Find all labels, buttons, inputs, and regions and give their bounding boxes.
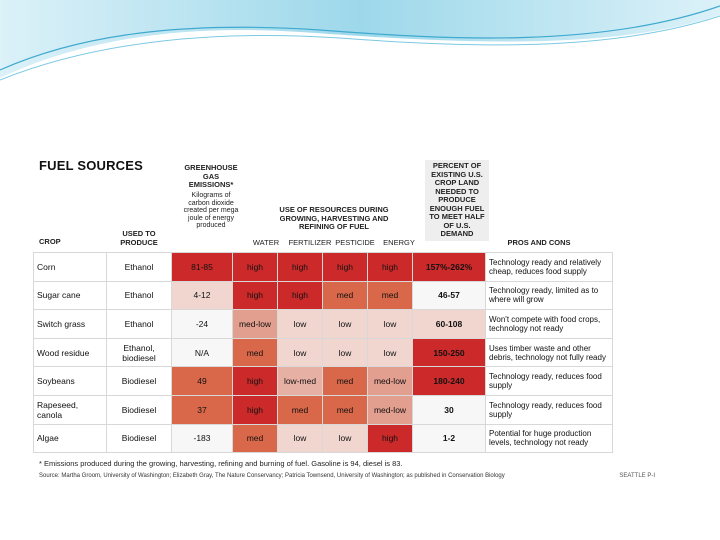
table-row: Rapeseed, canola Biodiesel 37 high med med med… bbox=[33, 394, 613, 425]
cell-pros-cons: Technology ready, reduces food supply bbox=[485, 394, 613, 425]
cell-pros-cons: Potential for huge production levels, te… bbox=[485, 423, 613, 454]
source-line: Source: Martha Groom, University of Wash… bbox=[39, 473, 505, 479]
cell-percent: 157%-262% bbox=[412, 252, 486, 282]
cell-percent: 1-2 bbox=[412, 423, 486, 454]
cell-energy: low bbox=[367, 337, 413, 368]
cell-pros-cons: Uses timber waste and other debris, tech… bbox=[485, 337, 613, 368]
table-row: Algae Biodiesel -183 med low low high 1-2 Potent… bbox=[33, 423, 613, 454]
header-water: WATER bbox=[252, 238, 280, 247]
credit-line: SEATTLE P-I bbox=[619, 473, 655, 479]
cell-water: med bbox=[232, 423, 278, 454]
table-row: Soybeans Biodiesel 49 high low-med med med-low… bbox=[33, 366, 613, 396]
cell-used: Ethanol bbox=[106, 252, 172, 282]
cell-percent: 46-57 bbox=[412, 280, 486, 311]
cell-ghg: -183 bbox=[171, 423, 233, 454]
cell-percent: 30 bbox=[412, 394, 486, 425]
header-ghg: GREENHOUSE GAS EMISSIONS* bbox=[184, 163, 238, 189]
header-percent: PERCENT OF EXISTING U.S. CROP LAND NEEDE… bbox=[425, 160, 489, 241]
cell-pesticide: med bbox=[322, 394, 368, 425]
cell-used: Biodiesel bbox=[106, 394, 172, 425]
table-row: Switch grass Ethanol -24 med-low low low low 60… bbox=[33, 309, 613, 339]
cell-crop: Sugar cane bbox=[33, 280, 107, 311]
header-used-to-produce: USED TO PRODUCE bbox=[120, 229, 158, 247]
chart-title: FUEL SOURCES bbox=[39, 158, 144, 173]
cell-pros-cons: Technology ready, reduces food supply bbox=[485, 366, 613, 396]
cell-energy: med-low bbox=[367, 366, 413, 396]
header-swoosh-decoration bbox=[0, 0, 720, 81]
cell-water: high bbox=[232, 280, 278, 311]
cell-pesticide: high bbox=[322, 252, 368, 282]
cell-water: med-low bbox=[232, 309, 278, 339]
cell-used: Ethanol bbox=[106, 309, 172, 339]
cell-fertilizer: high bbox=[277, 252, 323, 282]
cell-pesticide: med bbox=[322, 366, 368, 396]
cell-pesticide: low bbox=[322, 309, 368, 339]
cell-energy: high bbox=[367, 423, 413, 454]
cell-crop: Soybeans bbox=[33, 366, 107, 396]
cell-pros-cons: Technology ready, limited as to where wi… bbox=[485, 280, 613, 311]
header-pros-cons: PROS AND CONS bbox=[507, 238, 571, 247]
cell-ghg: 49 bbox=[171, 366, 233, 396]
cell-ghg: -24 bbox=[171, 309, 233, 339]
cell-used: Ethanol bbox=[106, 280, 172, 311]
cell-pros-cons: Won't compete with food crops, technolog… bbox=[485, 309, 613, 339]
header-crop: CROP bbox=[39, 237, 61, 246]
cell-used: Biodiesel bbox=[106, 366, 172, 396]
cell-crop: Corn bbox=[33, 252, 107, 282]
cell-water: high bbox=[232, 252, 278, 282]
cell-ghg: 4-12 bbox=[171, 280, 233, 311]
cell-fertilizer: low bbox=[277, 309, 323, 339]
cell-crop: Algae bbox=[33, 423, 107, 454]
cell-energy: low bbox=[367, 309, 413, 339]
cell-crop: Rapeseed, canola bbox=[33, 394, 107, 425]
cell-pesticide: low bbox=[322, 337, 368, 368]
cell-percent: 150-250 bbox=[412, 337, 486, 368]
cell-energy: med-low bbox=[367, 394, 413, 425]
header-resources: USE OF RESOURCES DURING GROWING, HARVEST… bbox=[279, 205, 389, 231]
cell-ghg: 37 bbox=[171, 394, 233, 425]
header-fertilizer: FERTILIZER bbox=[288, 238, 332, 247]
header-ghg-subtitle: Kilograms of carbon dioxide created per … bbox=[183, 192, 239, 229]
cell-fertilizer: low-med bbox=[277, 366, 323, 396]
cell-pros-cons: Technology ready and relatively cheap, r… bbox=[485, 252, 613, 282]
cell-water: high bbox=[232, 366, 278, 396]
table-row: Corn Ethanol 81-85 high high high high 157%-262… bbox=[33, 252, 613, 282]
cell-used: Biodiesel bbox=[106, 423, 172, 454]
cell-percent: 180-240 bbox=[412, 366, 486, 396]
cell-water: med bbox=[232, 337, 278, 368]
cell-energy: med bbox=[367, 280, 413, 311]
cell-water: high bbox=[232, 394, 278, 425]
header-pesticide: PESTICIDE bbox=[335, 238, 375, 247]
cell-ghg: 81-85 bbox=[171, 252, 233, 282]
cell-crop: Wood residue bbox=[33, 337, 107, 368]
header-energy: ENERGY bbox=[383, 238, 415, 247]
footnote: * Emissions produced during the growing,… bbox=[39, 459, 403, 468]
cell-fertilizer: low bbox=[277, 337, 323, 368]
cell-fertilizer: low bbox=[277, 423, 323, 454]
cell-ghg: N/A bbox=[171, 337, 233, 368]
cell-used: Ethanol, biodiesel bbox=[106, 337, 172, 368]
cell-crop: Switch grass bbox=[33, 309, 107, 339]
fuel-table: Corn Ethanol 81-85 high high high high 157%-262… bbox=[33, 252, 613, 454]
cell-fertilizer: med bbox=[277, 394, 323, 425]
cell-energy: high bbox=[367, 252, 413, 282]
cell-pesticide: low bbox=[322, 423, 368, 454]
cell-fertilizer: high bbox=[277, 280, 323, 311]
cell-percent: 60-108 bbox=[412, 309, 486, 339]
cell-pesticide: med bbox=[322, 280, 368, 311]
table-row: Sugar cane Ethanol 4-12 high high med med 46-57… bbox=[33, 280, 613, 311]
fuel-sources-chart: FUEL SOURCES CROP USED TO PRODUCE GREENH… bbox=[33, 152, 661, 488]
table-row: Wood residue Ethanol, biodiesel N/A med low l… bbox=[33, 337, 613, 368]
